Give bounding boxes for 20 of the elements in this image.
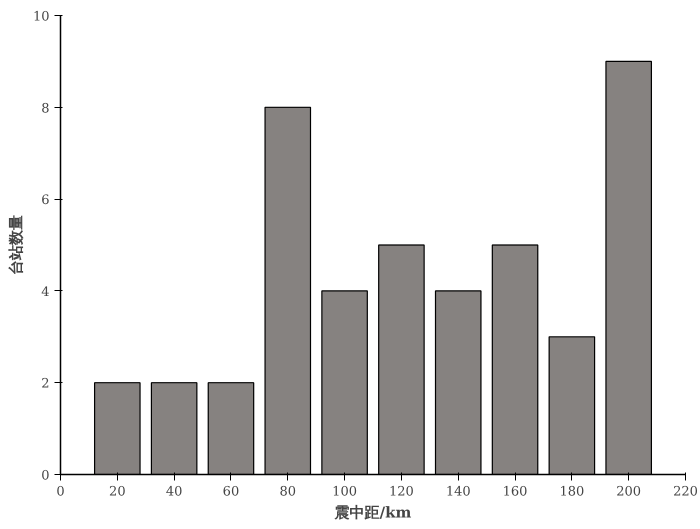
x-tick-label: 200 <box>616 484 642 500</box>
y-tick-label: 2 <box>41 376 50 392</box>
x-tick-label: 160 <box>502 484 528 500</box>
y-tick-label: 4 <box>41 284 50 300</box>
x-tick-label: 20 <box>109 484 126 500</box>
y-tick-label: 6 <box>41 193 50 208</box>
y-tick-label: 0 <box>41 468 50 484</box>
x-tick-label: 80 <box>280 484 296 500</box>
x-tick-label: 140 <box>446 484 471 500</box>
x-tick-label: 120 <box>389 484 414 500</box>
x-axis-title: 震中距/km <box>334 504 412 522</box>
x-tick-label: 0 <box>56 484 65 500</box>
y-tick-label: 10 <box>32 10 50 24</box>
x-tick-label: 180 <box>559 484 584 500</box>
y-tick-label: 8 <box>41 101 50 116</box>
x-tick-label: 40 <box>166 484 182 500</box>
x-tick-label: 100 <box>332 484 358 500</box>
y-axis-title: 台站数量 <box>6 215 25 275</box>
x-tick-label: 60 <box>222 484 240 500</box>
x-tick-label: 220 <box>673 484 698 500</box>
